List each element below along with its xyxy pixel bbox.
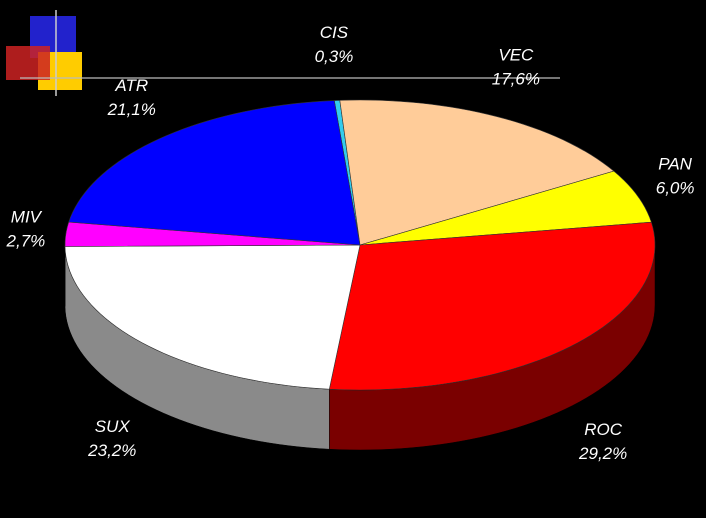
pie-slice bbox=[328, 221, 656, 391]
pie-slice bbox=[64, 244, 361, 390]
slice-value-label: 2,7% bbox=[6, 232, 46, 251]
slice-value-label: 21,1% bbox=[107, 100, 156, 119]
pie-slice bbox=[339, 99, 615, 246]
slice-category-label: VEC bbox=[498, 45, 534, 64]
slice-category-label: SUX bbox=[95, 417, 131, 436]
slice-category-label: MIV bbox=[11, 208, 43, 227]
labels: CIS 0,3% VEC 17,6% PAN 6,0% ROC 29,2% SUX 23,2% MI… bbox=[6, 23, 695, 463]
slice-value-label: 29,2% bbox=[578, 444, 627, 463]
slice-value-label: 0,3% bbox=[315, 47, 354, 66]
pie-slice bbox=[68, 100, 361, 246]
logo bbox=[6, 10, 560, 96]
slice-category-label: ATR bbox=[114, 76, 148, 95]
slice-value-label: 6,0% bbox=[656, 179, 695, 198]
slice-value-label: 17,6% bbox=[492, 69, 540, 88]
pie-slice bbox=[64, 221, 361, 247]
pie-slice bbox=[359, 170, 652, 246]
slice-category-label: PAN bbox=[658, 155, 692, 174]
slice-category-label: CIS bbox=[320, 23, 349, 42]
slice-category-label: ROC bbox=[584, 420, 623, 439]
slice-value-label: 23,2% bbox=[87, 441, 136, 460]
pie-tops bbox=[64, 99, 656, 391]
logo-square bbox=[6, 46, 50, 80]
